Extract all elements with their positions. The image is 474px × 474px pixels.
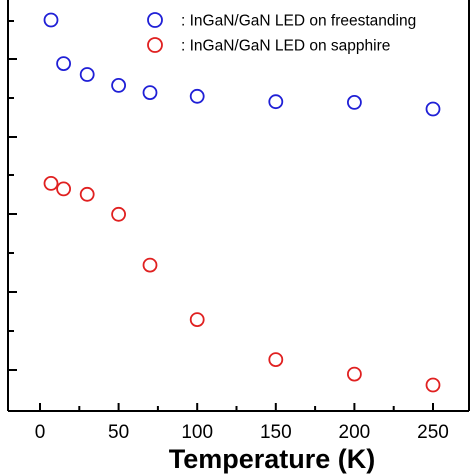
x-tick-label: 200 <box>339 422 371 443</box>
data-point-series-1 <box>142 85 158 100</box>
data-point-series-2 <box>79 186 95 202</box>
data-point-series-2 <box>268 352 284 368</box>
x-tick-label: 100 <box>181 422 213 443</box>
data-point-series-2 <box>425 377 441 393</box>
data-point-series-1 <box>346 95 362 110</box>
x-tick-label: 150 <box>260 422 292 443</box>
data-point-series-1 <box>111 78 126 93</box>
x-axis-title: Temperature (K) <box>169 444 376 474</box>
axes: 0 50 100 150 200 250 <box>7 0 470 443</box>
data-point-series-2 <box>111 206 126 222</box>
data-point-series-1 <box>189 88 205 104</box>
x-tick-label: 0 <box>35 422 46 443</box>
data-point-series-1 <box>268 94 284 110</box>
legend-label: : InGaN/GaN LED on freestanding <box>181 13 416 30</box>
data-point-series-2 <box>346 366 362 382</box>
data-point-series-1 <box>425 101 441 117</box>
data-point-series-1 <box>56 56 71 71</box>
data-point-series-2 <box>43 175 59 191</box>
legend-marker <box>147 37 163 53</box>
data-point-series-2 <box>56 181 71 197</box>
data-point-series-2 <box>189 312 205 328</box>
legend-label: : InGaN/GaN LED on sapphire <box>181 38 390 55</box>
legend-marker <box>147 12 163 28</box>
legend: : InGaN/GaN LED on freestanding : InGaN/G… <box>147 12 416 55</box>
data-point-series-1 <box>79 67 95 82</box>
data-point-series-1 <box>43 12 59 28</box>
x-tick-label: 50 <box>108 422 129 443</box>
data-marks <box>43 12 441 393</box>
x-tick-label: 250 <box>417 422 449 443</box>
data-point-series-2 <box>142 257 158 273</box>
